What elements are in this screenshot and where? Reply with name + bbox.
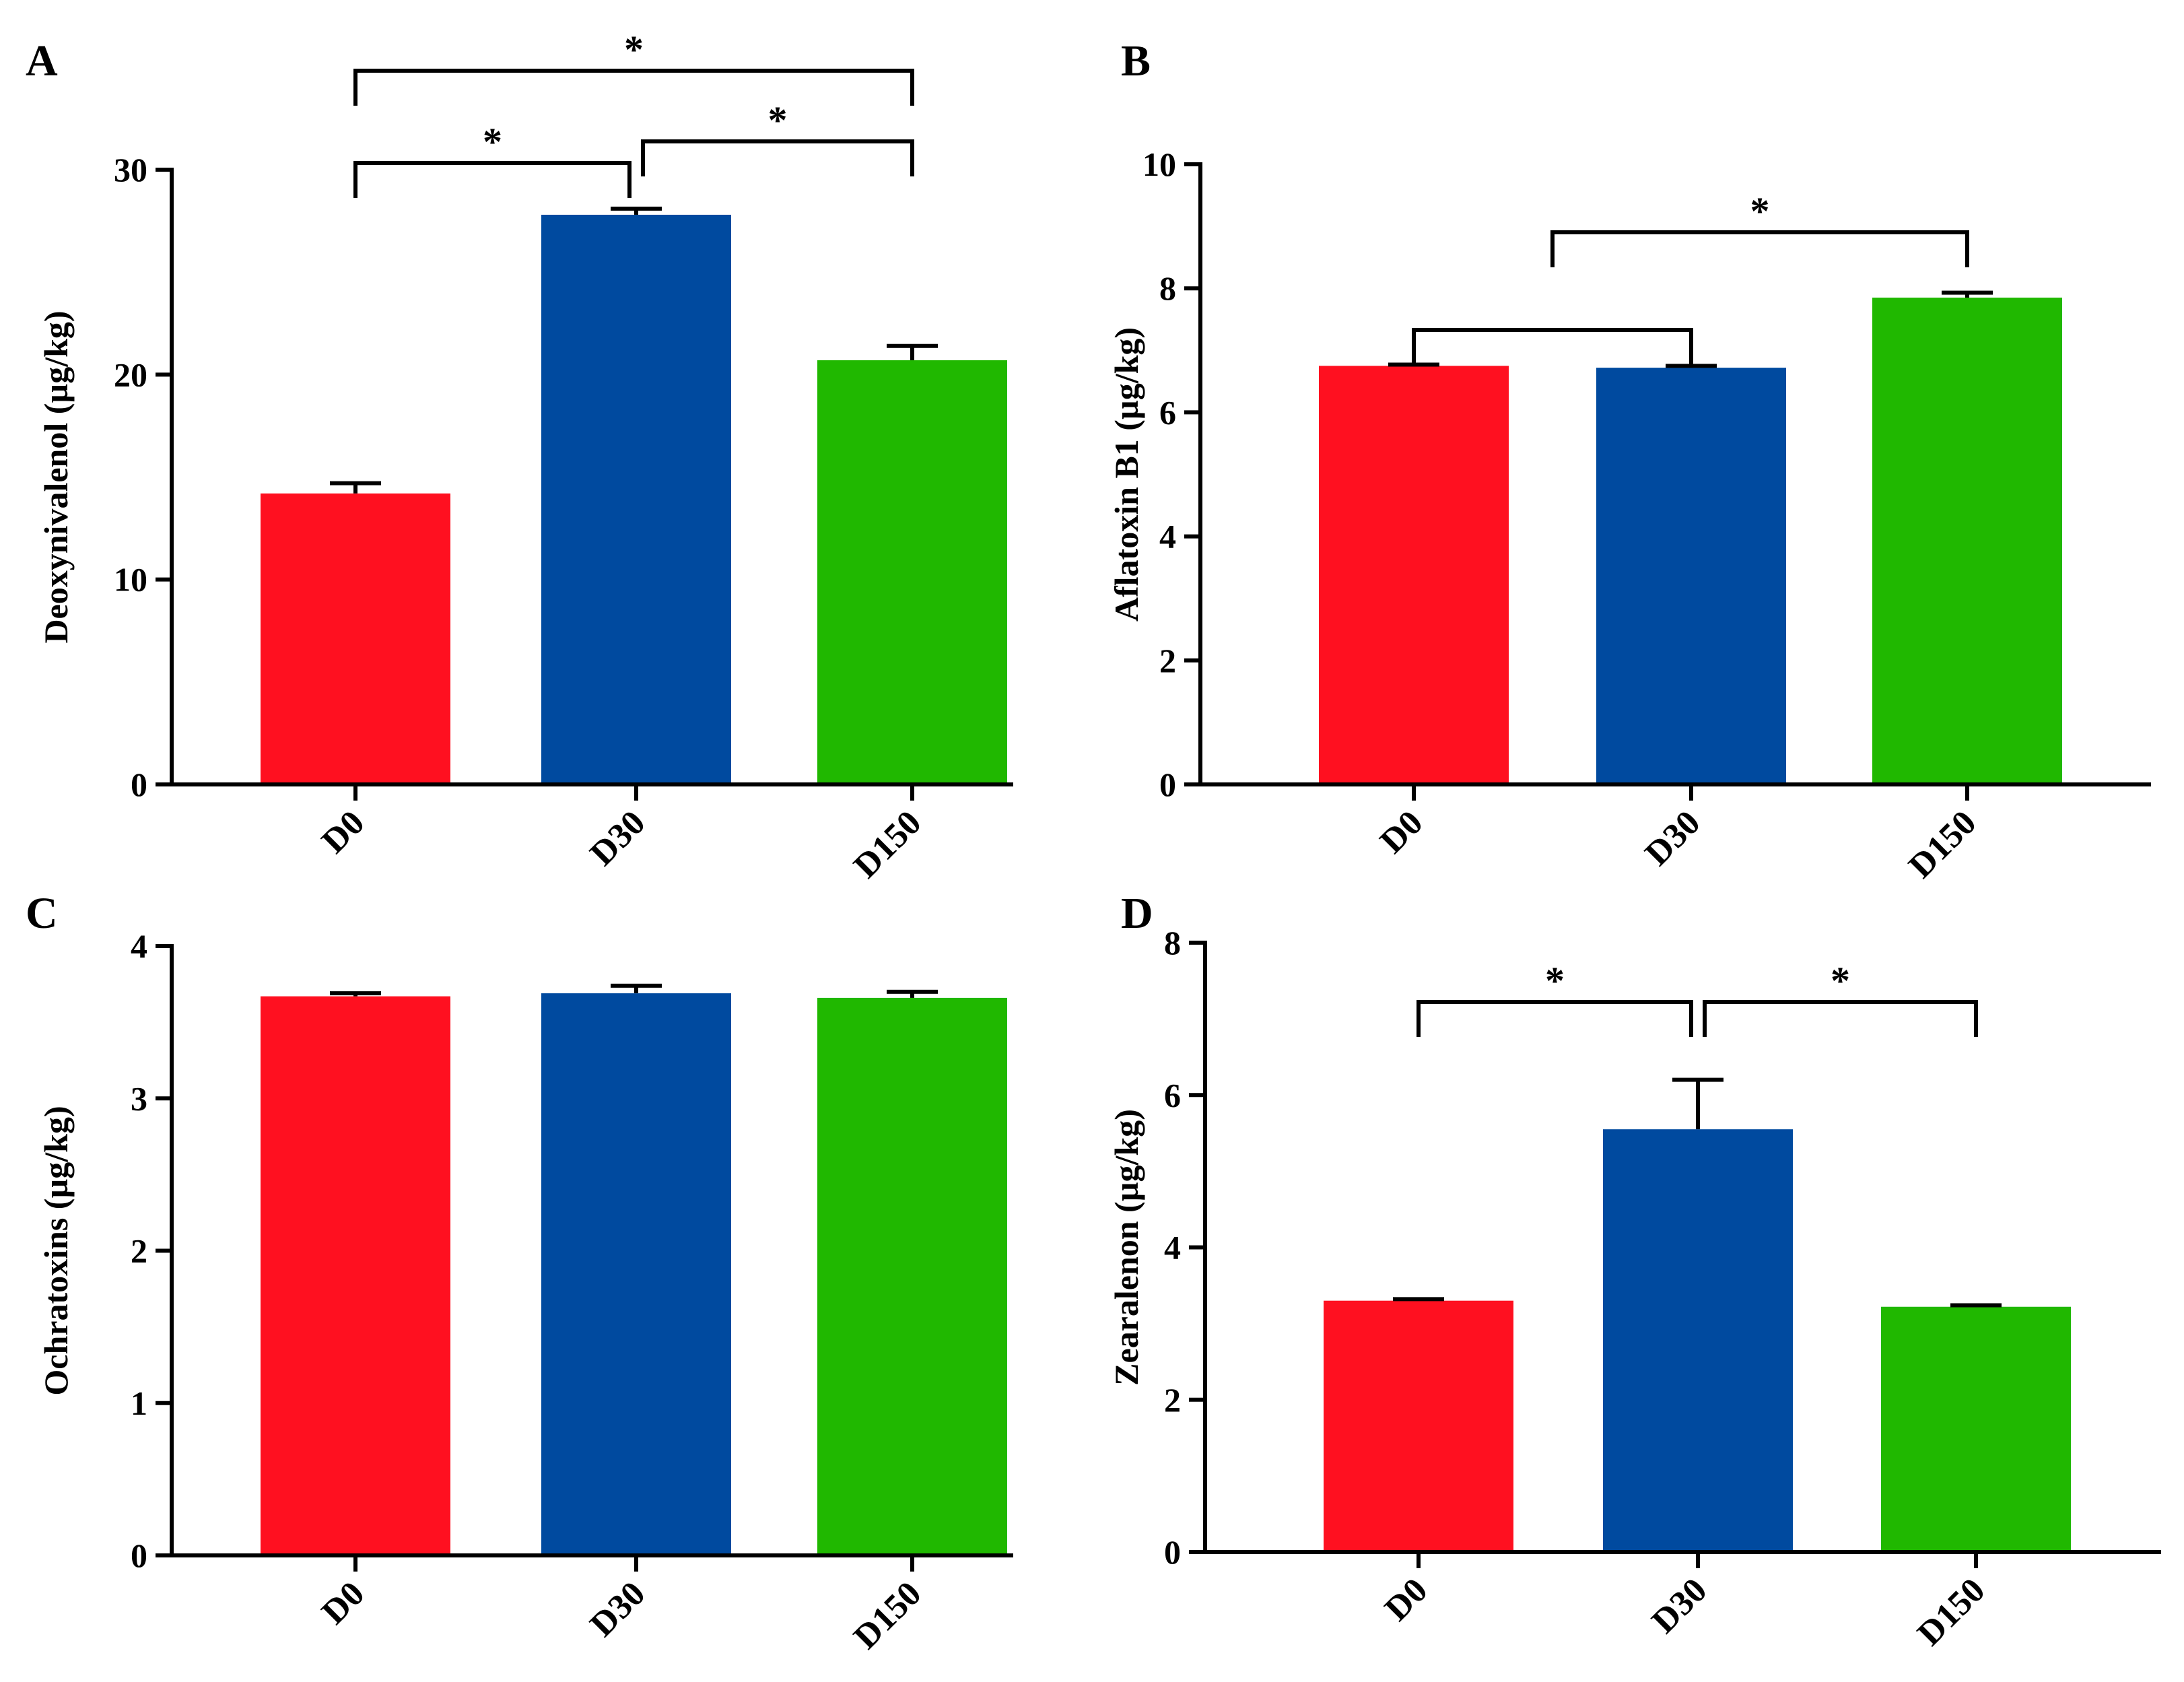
y-tick-label: 4 — [131, 927, 147, 965]
y-axis-title: Ochratoxins (µg/kg) — [37, 1106, 75, 1395]
y-tick-label: 0 — [131, 766, 147, 803]
bar-d0 — [261, 493, 450, 784]
y-tick-label: 3 — [131, 1079, 147, 1117]
panel-letter: B — [1121, 36, 1151, 86]
y-tick-label: 4 — [1164, 1229, 1181, 1267]
significance-bracket — [353, 69, 914, 106]
y-tick-label: 30 — [114, 151, 147, 189]
y-axis-title: Deoxynivalenol (µg/kg) — [37, 310, 75, 643]
y-axis-title: Zearalenon (µg/kg) — [1107, 1109, 1145, 1386]
y-tick-label: 0 — [1159, 766, 1176, 803]
significance-bracket — [1412, 328, 1693, 365]
x-tick-label-d30: D30 — [583, 1574, 653, 1644]
bar-d150 — [1881, 1306, 2071, 1552]
significance-bracket — [1550, 230, 1969, 267]
x-tick-label-d0: D0 — [314, 1574, 372, 1631]
y-tick-label: 8 — [1159, 269, 1176, 307]
y-tick-label: 6 — [1164, 1076, 1181, 1114]
y-tick-label: 8 — [1164, 924, 1181, 962]
x-tick-label-d0: D0 — [314, 803, 372, 861]
x-tick-label-d0: D0 — [1377, 1571, 1435, 1628]
x-tick-label-d0: D0 — [1373, 803, 1430, 861]
y-tick-label: 1 — [131, 1384, 147, 1422]
panel-a: A Deoxynivalenol (µg/kg) 0 10 20 30 D0 D30 D150 *… — [26, 28, 1013, 885]
significance-star: * — [768, 98, 788, 142]
panel-d: D Zearalenon (µg/kg) 0 2 4 6 8 D0 D30 D150 * * — [1107, 889, 2161, 1653]
significance-bracket — [353, 161, 632, 198]
bar-d150 — [1872, 298, 2062, 784]
y-tick-label: 2 — [1159, 642, 1176, 679]
significance-star: * — [1750, 189, 1770, 233]
panel-b: B Aflatoxin B1 (µg/kg) 0 2 4 6 8 10 D0 D30 D150 * — [1107, 36, 2151, 885]
panel-letter: A — [26, 36, 58, 86]
y-tick-label: 6 — [1159, 393, 1176, 431]
y-tick-label: 20 — [114, 356, 147, 393]
panel-letter: C — [26, 889, 58, 938]
y-tick-label: 2 — [131, 1232, 147, 1270]
y-tick-label: 0 — [131, 1537, 147, 1574]
x-tick-label-d30: D30 — [1638, 803, 1708, 873]
significance-bracket — [1703, 1000, 1978, 1037]
bar-d30 — [541, 993, 731, 1555]
y-tick-label: 0 — [1164, 1533, 1181, 1571]
x-tick-label-d150: D150 — [1901, 803, 1983, 885]
panel-letter: D — [1121, 889, 1153, 938]
panel-c: C Ochratoxins (µg/kg) 0 1 2 3 4 D0 D30 D150 — [26, 889, 1013, 1656]
x-tick-label-d30: D30 — [1645, 1571, 1715, 1641]
bar-d150 — [817, 360, 1007, 784]
y-tick-label: 2 — [1164, 1381, 1181, 1419]
bar-d0 — [261, 996, 450, 1555]
y-tick-label: 4 — [1159, 518, 1176, 556]
significance-bracket — [641, 139, 914, 176]
bar-d0 — [1324, 1300, 1513, 1552]
significance-bracket — [1417, 1000, 1693, 1037]
bar-d0 — [1319, 366, 1509, 784]
significance-star: * — [1545, 959, 1565, 1003]
y-tick-label: 10 — [114, 561, 147, 599]
significance-star: * — [624, 28, 644, 71]
bar-d150 — [817, 997, 1007, 1555]
x-tick-label-d150: D150 — [1910, 1571, 1992, 1653]
x-tick-label-d150: D150 — [846, 1574, 928, 1656]
significance-star: * — [483, 120, 502, 164]
bar-d30 — [1603, 1129, 1793, 1552]
y-axis-title: Aflatoxin B1 (µg/kg) — [1107, 327, 1145, 621]
significance-star: * — [1831, 959, 1850, 1003]
y-tick-label: 10 — [1142, 145, 1176, 183]
x-tick-label-d150: D150 — [846, 803, 928, 885]
bar-d30 — [1596, 368, 1786, 784]
x-tick-label-d30: D30 — [583, 803, 653, 873]
bar-d30 — [541, 214, 731, 784]
